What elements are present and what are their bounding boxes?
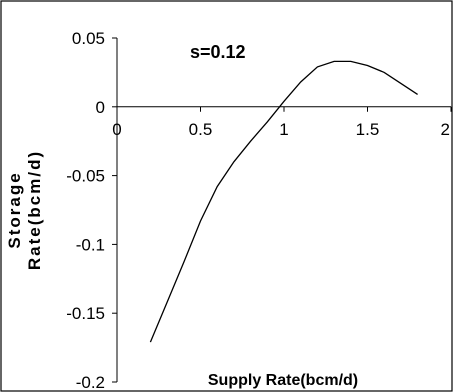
y-tick-label: -0.05 [66,167,105,186]
x-axis: 0 0.5 1 1.5 2 [112,106,452,139]
x-tick-label: 1 [279,120,288,139]
x-tick-label: 2 [441,120,450,139]
y-tick-label: 0 [96,98,105,117]
annotation-label: s=0.12 [190,42,246,62]
x-tick-label: 0 [112,120,121,139]
y-axis-label-line-1: Storage [5,171,24,248]
series-group [149,60,418,343]
x-tick-label: 0.5 [189,120,213,139]
y-tick-label: -0.1 [76,235,105,254]
x-tick-label: 1.5 [356,120,380,139]
y-axis-label: Storage Rate(bcm/d) [5,150,44,270]
x-axis-label: Supply Rate(bcm/d) [208,372,358,389]
y-tick-label: -0.2 [76,373,105,392]
series-line [149,60,418,343]
y-tick-label: -0.15 [66,304,105,323]
y-tick-label: 0.05 [72,29,105,48]
y-axis-label-line-2: Rate(bcm/d) [25,150,44,270]
y-axis: 0.05 0 -0.05 -0.1 -0.15 -0.2 [66,29,118,392]
